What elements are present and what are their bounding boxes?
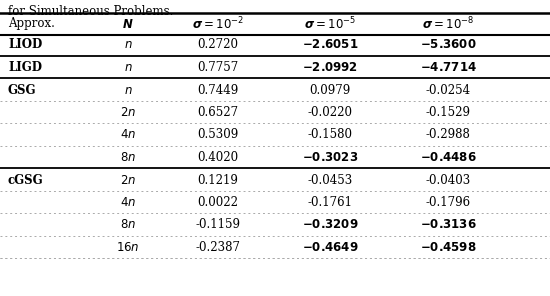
Text: -0.1796: -0.1796 [426, 196, 471, 209]
Text: -0.2988: -0.2988 [426, 128, 470, 141]
Text: $\mathbf{{-}0.4486}$: $\mathbf{{-}0.4486}$ [420, 151, 476, 164]
Text: $\mathbf{{-}4.7714}$: $\mathbf{{-}4.7714}$ [420, 61, 476, 74]
Text: for Simultaneous Problems.: for Simultaneous Problems. [8, 5, 173, 18]
Text: $\mathbf{{-}0.3023}$: $\mathbf{{-}0.3023}$ [302, 151, 358, 164]
Text: cGSG: cGSG [8, 173, 43, 186]
Text: -0.1580: -0.1580 [307, 128, 353, 141]
Text: -0.0220: -0.0220 [307, 106, 353, 119]
Text: 0.6527: 0.6527 [197, 106, 239, 119]
Text: LIOD: LIOD [8, 38, 42, 52]
Text: -0.1761: -0.1761 [307, 196, 353, 209]
Text: $n$: $n$ [124, 61, 133, 74]
Text: $\boldsymbol{\sigma} = 10^{-5}$: $\boldsymbol{\sigma} = 10^{-5}$ [304, 16, 356, 32]
Text: 0.5309: 0.5309 [197, 128, 239, 141]
Text: $n$: $n$ [124, 38, 133, 52]
Text: -0.0254: -0.0254 [426, 83, 471, 96]
Text: 0.0022: 0.0022 [197, 196, 239, 209]
Text: 0.7449: 0.7449 [197, 83, 239, 96]
Text: $4n$: $4n$ [120, 128, 136, 141]
Text: $2n$: $2n$ [120, 173, 136, 186]
Text: 0.7757: 0.7757 [197, 61, 239, 74]
Text: $2n$: $2n$ [120, 106, 136, 119]
Text: $16n$: $16n$ [116, 241, 140, 254]
Text: $\mathbf{{-}0.4598}$: $\mathbf{{-}0.4598}$ [420, 241, 476, 254]
Text: -0.1529: -0.1529 [426, 106, 470, 119]
Text: LIGD: LIGD [8, 61, 42, 74]
Text: $8n$: $8n$ [120, 151, 136, 164]
Text: -0.0403: -0.0403 [425, 173, 471, 186]
Text: $\boldsymbol{N}$: $\boldsymbol{N}$ [122, 17, 134, 30]
Text: GSG: GSG [8, 83, 36, 96]
Text: $\boldsymbol{\sigma} = 10^{-8}$: $\boldsymbol{\sigma} = 10^{-8}$ [422, 16, 474, 32]
Text: -0.2387: -0.2387 [195, 241, 240, 254]
Text: $\boldsymbol{\sigma} = 10^{-2}$: $\boldsymbol{\sigma} = 10^{-2}$ [192, 16, 244, 32]
Text: $\mathbf{{-}0.3209}$: $\mathbf{{-}0.3209}$ [302, 218, 358, 231]
Text: -0.0453: -0.0453 [307, 173, 353, 186]
Text: $4n$: $4n$ [120, 196, 136, 209]
Text: 0.1219: 0.1219 [197, 173, 239, 186]
Text: -0.1159: -0.1159 [195, 218, 240, 231]
Text: 0.0979: 0.0979 [309, 83, 351, 96]
Text: $\mathbf{{-}5.3600}$: $\mathbf{{-}5.3600}$ [420, 38, 476, 52]
Text: $\mathbf{{-}2.0992}$: $\mathbf{{-}2.0992}$ [302, 61, 358, 74]
Text: $n$: $n$ [124, 83, 133, 96]
Text: $8n$: $8n$ [120, 218, 136, 231]
Text: $\mathbf{{-}0.4649}$: $\mathbf{{-}0.4649}$ [302, 241, 358, 254]
Text: $\mathbf{{-}0.3136}$: $\mathbf{{-}0.3136}$ [420, 218, 476, 231]
Text: Approx.: Approx. [8, 17, 55, 30]
Text: 0.2720: 0.2720 [197, 38, 239, 52]
Text: 0.4020: 0.4020 [197, 151, 239, 164]
Text: $\mathbf{{-}2.6051}$: $\mathbf{{-}2.6051}$ [302, 38, 358, 52]
